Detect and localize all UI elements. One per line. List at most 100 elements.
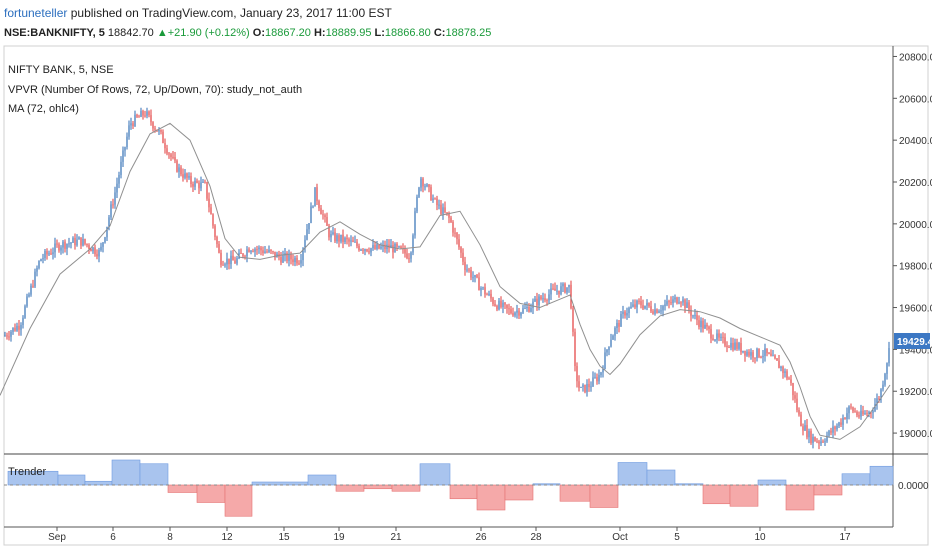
candle-body <box>456 232 458 240</box>
candle-body <box>118 174 120 184</box>
candle-body <box>674 297 676 300</box>
candle-body <box>838 422 840 426</box>
candle-body <box>338 235 340 242</box>
candle-body <box>518 310 520 316</box>
candle-body <box>378 244 380 249</box>
candle-body <box>222 264 224 266</box>
candle-body <box>702 320 704 329</box>
trender-bar <box>363 484 393 490</box>
candle-body <box>334 232 336 242</box>
author-link[interactable]: fortuneteller <box>4 6 68 20</box>
candle-body <box>432 198 434 201</box>
candle-body <box>194 180 196 187</box>
candle-body <box>650 306 652 312</box>
candle-body <box>776 358 778 361</box>
candle-body <box>714 339 716 341</box>
candle-body <box>510 309 512 314</box>
candle-body <box>452 222 454 233</box>
trender-bar <box>449 484 478 500</box>
candle-body <box>270 249 272 252</box>
price-tick-label: 20000.00 <box>899 220 932 231</box>
candle-body <box>10 331 12 337</box>
price-tick-label: 19800.00 <box>899 262 932 273</box>
candle-body <box>408 258 410 260</box>
legend-symbol: NIFTY BANK, 5, NSE <box>8 64 114 76</box>
trender-histogram <box>7 459 894 517</box>
candle-body <box>62 241 64 248</box>
candle-body <box>676 297 678 304</box>
time-axis: Sep 6 8 12 15 19 21 26 28 Oct 5 10 17 <box>48 527 851 543</box>
candle-body <box>874 404 876 412</box>
candle-body <box>52 252 54 255</box>
trender-bar <box>504 484 534 501</box>
candle-body <box>134 114 136 127</box>
candle-body <box>448 213 450 218</box>
price-tick-label: 20800.00 <box>899 52 932 63</box>
candle-body <box>808 431 810 438</box>
candle-body <box>596 377 598 382</box>
candle-body <box>230 255 232 265</box>
candle-body <box>824 441 826 443</box>
candle-body <box>18 325 20 330</box>
candle-body <box>846 413 848 420</box>
candle-body <box>634 304 636 308</box>
candle-body <box>332 232 334 234</box>
legend-vpvr: VPVR (Number Of Rows, 72, Up/Down, 70): … <box>8 84 302 96</box>
candle-body <box>102 242 104 247</box>
candle-body <box>668 301 670 303</box>
trender-zero-label: 0.0000 <box>898 481 929 492</box>
candle-body <box>654 309 656 314</box>
trender-bar <box>167 484 198 493</box>
open-value: 18867.20 <box>265 27 311 39</box>
symbol-name: NSE:BANKNIFTY, 5 <box>4 27 105 39</box>
candle-body <box>578 381 580 388</box>
candle-body <box>726 345 728 348</box>
candle-body <box>228 258 230 265</box>
candle-body <box>56 243 58 245</box>
candle-body <box>150 115 152 123</box>
candle-body <box>534 298 536 302</box>
candle-body <box>468 269 470 271</box>
candle-body <box>72 237 74 243</box>
candle-body <box>736 342 738 349</box>
candle-body <box>864 413 866 415</box>
candle-body <box>512 313 514 316</box>
trender-bar <box>757 479 787 486</box>
candle-body <box>358 245 360 251</box>
candle-body <box>136 114 138 117</box>
candle-body <box>820 441 822 444</box>
candle-body <box>422 178 424 187</box>
candle-body <box>198 182 200 189</box>
candle-body <box>540 296 542 300</box>
candle-body <box>716 333 718 340</box>
candle-body <box>756 348 758 358</box>
candle-body <box>658 311 660 313</box>
candle-body <box>844 417 846 420</box>
candle-body <box>598 375 600 382</box>
candle-body <box>692 315 694 317</box>
candle-body <box>740 343 742 353</box>
candle-body <box>800 414 802 427</box>
candle-body <box>416 196 418 212</box>
candle-body <box>560 286 562 295</box>
candle-body <box>500 300 502 307</box>
candle-body <box>324 215 326 218</box>
candle-body <box>104 237 106 243</box>
candle-body <box>724 337 726 346</box>
candle-body <box>372 245 374 249</box>
candle-body <box>204 181 206 183</box>
candle-body <box>216 237 218 245</box>
candle-body <box>302 248 304 261</box>
candle-body <box>430 187 432 201</box>
candle-body <box>206 182 208 199</box>
trender-bar <box>57 474 86 486</box>
candle-body <box>42 258 44 260</box>
candle-body <box>478 277 480 291</box>
time-tick-label: 8 <box>167 532 173 543</box>
candle-body <box>882 384 884 390</box>
candle-body <box>100 246 102 251</box>
candle-body <box>174 157 176 161</box>
candle-body <box>872 411 874 413</box>
candles <box>4 107 890 450</box>
